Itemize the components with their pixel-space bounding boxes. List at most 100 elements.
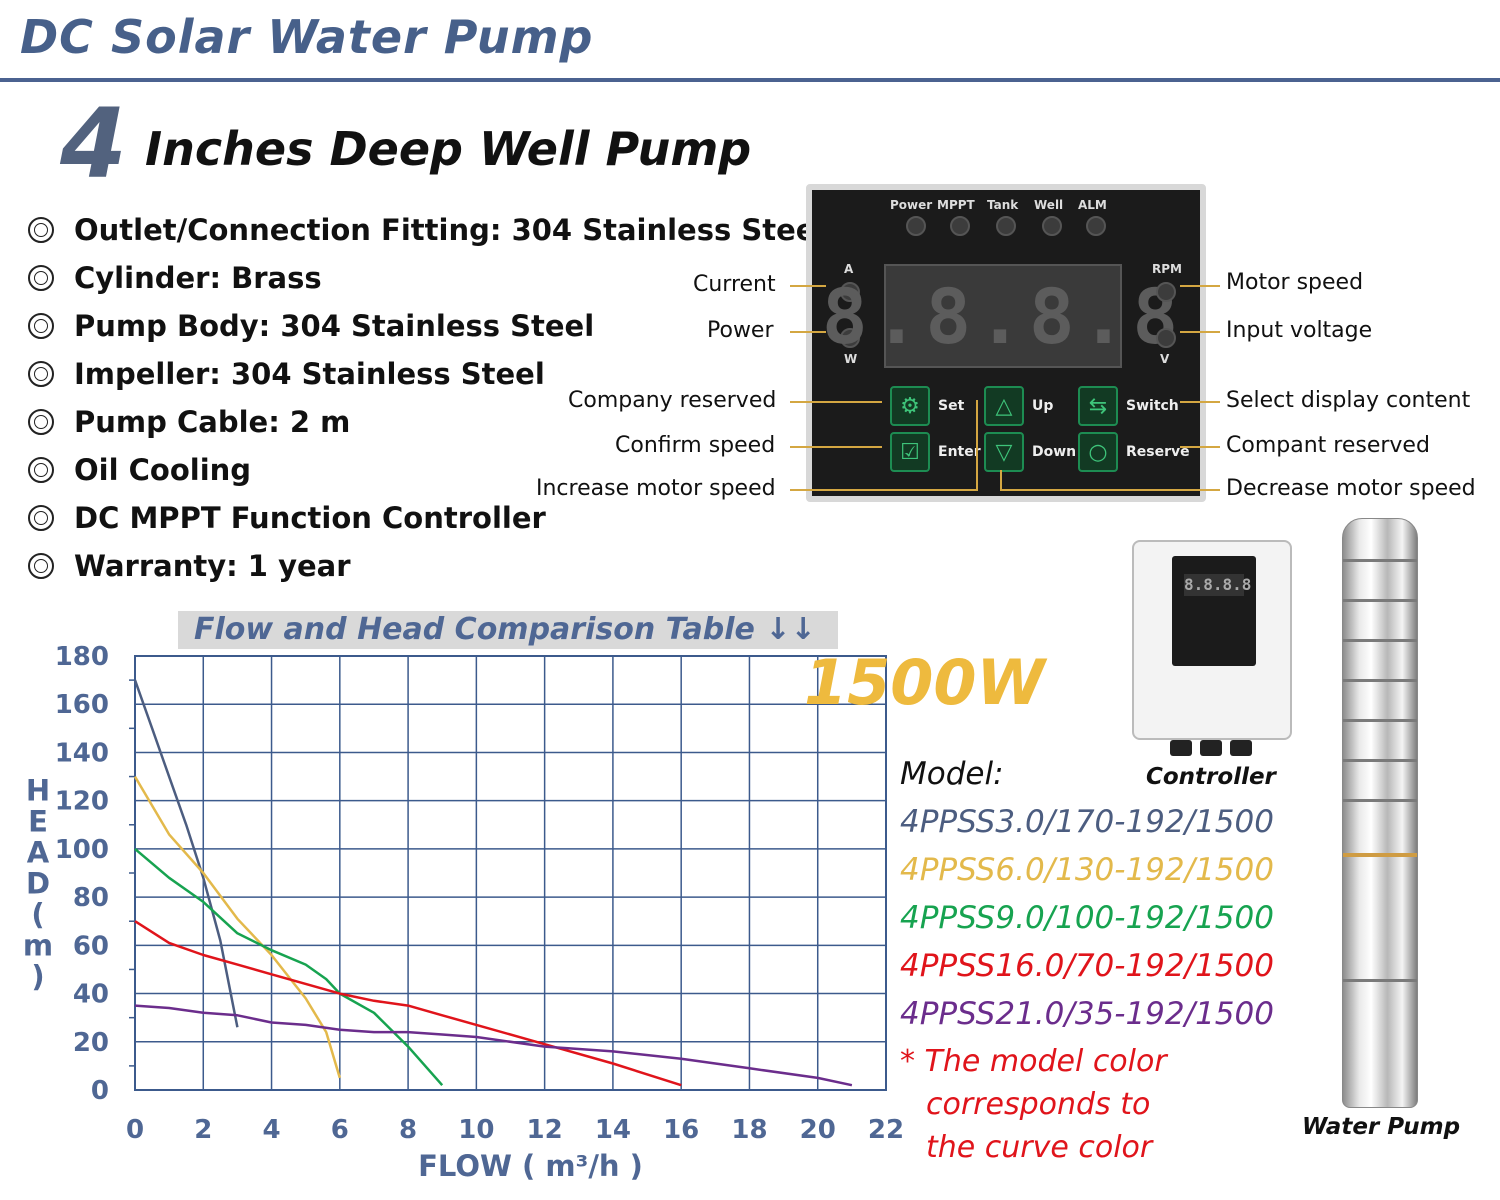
volt-label: V: [1160, 352, 1170, 366]
model-title: Model:: [900, 756, 1004, 792]
callout-current: Current: [693, 272, 776, 297]
led-label-alm: ALM: [1078, 198, 1107, 212]
circle-icon: ○: [1088, 439, 1108, 465]
led-label-power: Power: [890, 198, 933, 212]
alm-led-icon: [1086, 216, 1106, 236]
cable-glands: [1170, 740, 1252, 756]
controller-image: 8.8.8.8: [1132, 540, 1292, 756]
x-tick-label: 18: [731, 1115, 767, 1145]
x-tick-label: 20: [800, 1115, 836, 1145]
callout-confirm-speed: Confirm speed: [615, 433, 776, 458]
x-tick-label: 6: [331, 1115, 349, 1145]
y-tick-label: 60: [73, 931, 109, 961]
controller-panel: Power MPPT Tank Well ALM A W 8.8.8.8 RPM…: [806, 184, 1206, 502]
power-w-led-icon: [840, 328, 860, 348]
controller-label: Controller: [1146, 764, 1276, 790]
circle-bullet-icon: [28, 409, 54, 435]
feature-list: Outlet/Connection Fitting: 304 Stainless…: [28, 206, 825, 590]
switch-button-label: Switch: [1126, 398, 1179, 414]
pump-band: [1343, 979, 1417, 982]
callout-motor-speed: Motor speed: [1226, 270, 1364, 295]
current-led-icon: [840, 282, 860, 302]
up-button[interactable]: △: [984, 386, 1024, 426]
rpm-led-icon: [1156, 282, 1176, 302]
plot-frame: [134, 655, 887, 1091]
feature-text: Warranty: 1 year: [74, 549, 351, 583]
x-tick-label: 4: [262, 1115, 280, 1145]
circle-bullet-icon: [28, 361, 54, 387]
callout-line: [1180, 331, 1220, 333]
feature-item: Oil Cooling: [28, 446, 825, 494]
pump-gold-ring: [1343, 853, 1417, 857]
triangle-up-icon: △: [995, 393, 1013, 419]
callout-decrease-speed: Decrease motor speed: [1226, 476, 1476, 501]
y-axis-label: H E A D(m): [23, 774, 53, 994]
amp-label: A: [844, 262, 854, 276]
callout-compant-reserved: Compant reserved: [1226, 433, 1430, 458]
model-item: 4PPSS16.0/70-192/1500: [900, 948, 1274, 984]
callout-line: [976, 400, 978, 491]
well-led-icon: [1042, 216, 1062, 236]
callout-line: [790, 401, 882, 403]
pump-band: [1343, 759, 1417, 762]
checkbox-icon: ☑: [900, 439, 920, 465]
model-item: 4PPSS3.0/170-192/1500: [900, 804, 1274, 840]
feature-text: DC MPPT Function Controller: [74, 501, 546, 535]
gear-icon: ⚙: [900, 393, 920, 419]
led-label-well: Well: [1034, 198, 1064, 212]
callout-input-voltage: Input voltage: [1226, 318, 1373, 343]
switch-button[interactable]: ⇆: [1078, 386, 1118, 426]
rpm-label: RPM: [1152, 262, 1182, 276]
reserve-button-label: Reserve: [1126, 444, 1190, 460]
swap-arrows-icon: ⇆: [1088, 393, 1108, 419]
set-button[interactable]: ⚙: [890, 386, 930, 426]
down-button[interactable]: ▽: [984, 432, 1024, 472]
chart-banner: Flow and Head Comparison Table ↓↓: [178, 611, 838, 649]
power-led-icon: [906, 216, 926, 236]
color-note-line: the curve color: [926, 1130, 1153, 1165]
model-item: 4PPSS21.0/35-192/1500: [900, 996, 1274, 1032]
callout-line: [1180, 285, 1220, 287]
pump-band: [1343, 719, 1417, 722]
x-tick-label: 2: [194, 1115, 212, 1145]
set-button-label: Set: [938, 398, 965, 414]
color-note-line: * The model color: [900, 1044, 1167, 1079]
pump-band: [1343, 639, 1417, 642]
pump-band: [1343, 599, 1417, 602]
callout-line: [790, 285, 826, 287]
feature-item: Pump Cable: 2 m: [28, 398, 825, 446]
model-item: 4PPSS6.0/130-192/1500: [900, 852, 1274, 888]
feature-text: Outlet/Connection Fitting: 304 Stainless…: [74, 213, 826, 247]
y-tick-label: 160: [55, 690, 109, 720]
y-tick-label: 80: [73, 883, 109, 913]
circle-bullet-icon: [28, 217, 54, 243]
controller-screen: 8.8.8.8: [1172, 556, 1256, 666]
reserve-button[interactable]: ○: [1078, 432, 1118, 472]
pump-band: [1343, 559, 1417, 562]
watt-label: W: [844, 352, 858, 366]
led-label-mppt: MPPT: [937, 198, 975, 212]
callout-line: [1180, 401, 1220, 403]
model-item: 4PPSS9.0/100-192/1500: [900, 900, 1274, 936]
feature-text: Cylinder: Brass: [74, 261, 322, 295]
x-tick-label: 0: [126, 1115, 144, 1145]
pump-band: [1343, 679, 1417, 682]
series-line: [133, 775, 341, 1079]
circle-bullet-icon: [28, 553, 54, 579]
x-tick-label: 22: [868, 1115, 904, 1145]
circle-bullet-icon: [28, 313, 54, 339]
x-tick-label: 10: [458, 1115, 494, 1145]
triangle-down-icon: ▽: [995, 439, 1013, 465]
x-tick-label: 8: [399, 1115, 417, 1145]
y-tick-label: 140: [55, 738, 109, 768]
y-tick-label: 40: [73, 980, 109, 1010]
flow-head-chart: 0 2 4 6 8 10 12 14 16 18 20 22 0 20 40 60 80 100 120 140 160…: [23, 642, 904, 1183]
series-line: [134, 847, 444, 1087]
mppt-led-icon: [950, 216, 970, 236]
enter-button[interactable]: ☑: [890, 432, 930, 472]
feature-text: Impeller: 304 Stainless Steel: [74, 357, 545, 391]
callout-select-display: Select display content: [1226, 388, 1471, 413]
feature-item: DC MPPT Function Controller: [28, 494, 825, 542]
up-button-label: Up: [1032, 398, 1054, 414]
callout-line: [1000, 489, 1220, 491]
